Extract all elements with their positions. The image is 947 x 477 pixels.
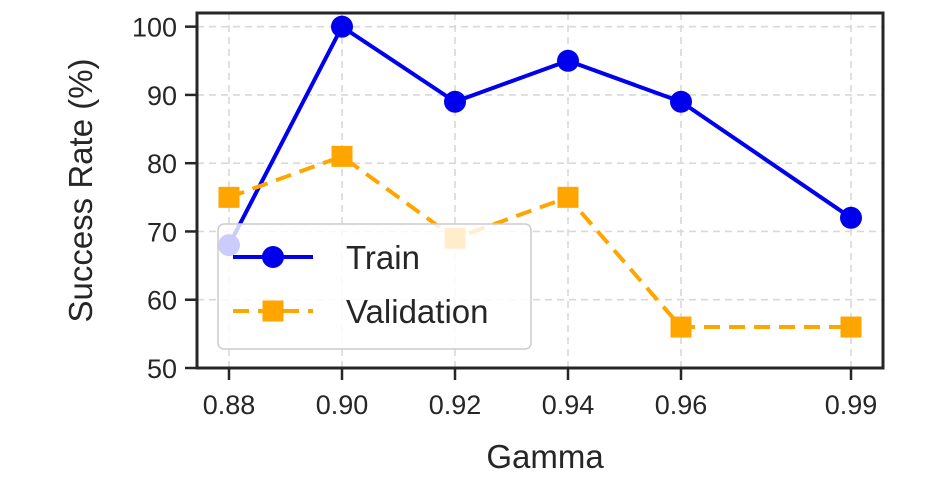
data-point: [331, 15, 353, 38]
x-tick-label: 0.88: [203, 390, 256, 420]
legend: Train Validation: [217, 223, 532, 350]
data-point: [331, 145, 353, 167]
y-tick-label: 80: [147, 149, 177, 179]
plot-frame: [195, 11, 885, 370]
y-tick-label: 90: [147, 81, 177, 111]
data-point: [840, 206, 862, 229]
data-point: [840, 316, 862, 338]
series-validation: [218, 145, 862, 338]
legend-label: Train: [346, 239, 420, 276]
data-point: [557, 49, 579, 72]
data-point: [670, 90, 692, 113]
series-train: [218, 15, 862, 257]
data-point: [218, 186, 240, 208]
x-axis-title: Gamma: [486, 438, 604, 475]
data-point: [444, 90, 466, 113]
legend-marker: [262, 246, 284, 268]
x-tick-label: 0.99: [825, 390, 878, 420]
data-point: [670, 316, 692, 338]
data-point: [557, 186, 579, 208]
y-tick-label: 100: [132, 13, 177, 43]
series-line: [228, 154, 851, 330]
x-tick-label: 0.90: [316, 390, 369, 420]
y-tick-label: 50: [147, 354, 177, 384]
legend-label: Validation: [346, 293, 489, 330]
x-tick-label: 0.96: [655, 390, 708, 420]
x-tick-label: 0.92: [429, 390, 482, 420]
legend-item-validation: Validation: [233, 293, 489, 330]
legend-item-train: Train: [233, 239, 420, 276]
legend-marker: [262, 300, 284, 322]
y-axis-title: Success Rate (%): [62, 58, 99, 322]
y-tick-label: 70: [147, 217, 177, 247]
x-tick-label: 0.94: [542, 390, 595, 420]
y-tick-label: 60: [147, 286, 177, 316]
axes: 50 60 70 80 90 100 0.88 0.90 0.92 0.94 0.96 0.99: [132, 13, 877, 420]
series-line: [227, 24, 853, 247]
